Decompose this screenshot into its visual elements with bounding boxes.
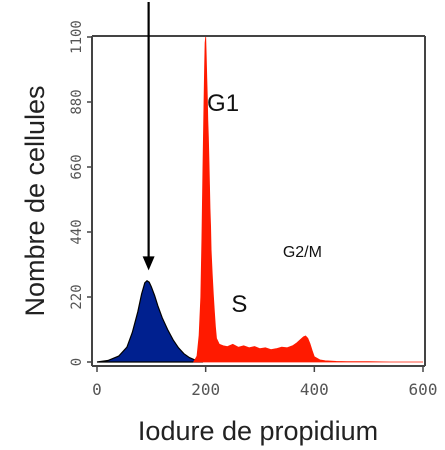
y-tick-label: 660 bbox=[69, 154, 85, 179]
y-ticks: 0 220 440 660 880 1100 bbox=[69, 20, 92, 366]
x-axis-label: Iodure de propidium bbox=[138, 416, 378, 446]
y-tick-label: 1100 bbox=[69, 20, 85, 54]
x-tick-label: 600 bbox=[409, 380, 438, 399]
annotations: G1 S G2/M bbox=[207, 90, 322, 318]
x-tick-label: 200 bbox=[191, 380, 220, 399]
y-tick-label: 880 bbox=[69, 89, 85, 114]
arrow-head bbox=[142, 256, 155, 271]
y-tick-label: 220 bbox=[69, 284, 85, 309]
annotation-g1: G1 bbox=[207, 90, 239, 117]
x-tick-label: 400 bbox=[300, 380, 329, 399]
histogram-areas bbox=[96, 36, 423, 363]
series-2-area bbox=[193, 36, 423, 363]
y-tick-label: 0 bbox=[69, 358, 85, 366]
axes bbox=[91, 35, 426, 367]
y-tick-label: 440 bbox=[69, 219, 85, 244]
series-1-area bbox=[96, 280, 204, 363]
annotation-s: S bbox=[231, 291, 247, 318]
x-ticks: 0 200 400 600 bbox=[92, 366, 437, 399]
annotation-g2-m: G2/M bbox=[283, 244, 322, 261]
x-tick-label: 0 bbox=[92, 380, 102, 399]
y-axis-label: Nombre de cellules bbox=[20, 85, 50, 316]
arrow bbox=[142, 2, 155, 271]
